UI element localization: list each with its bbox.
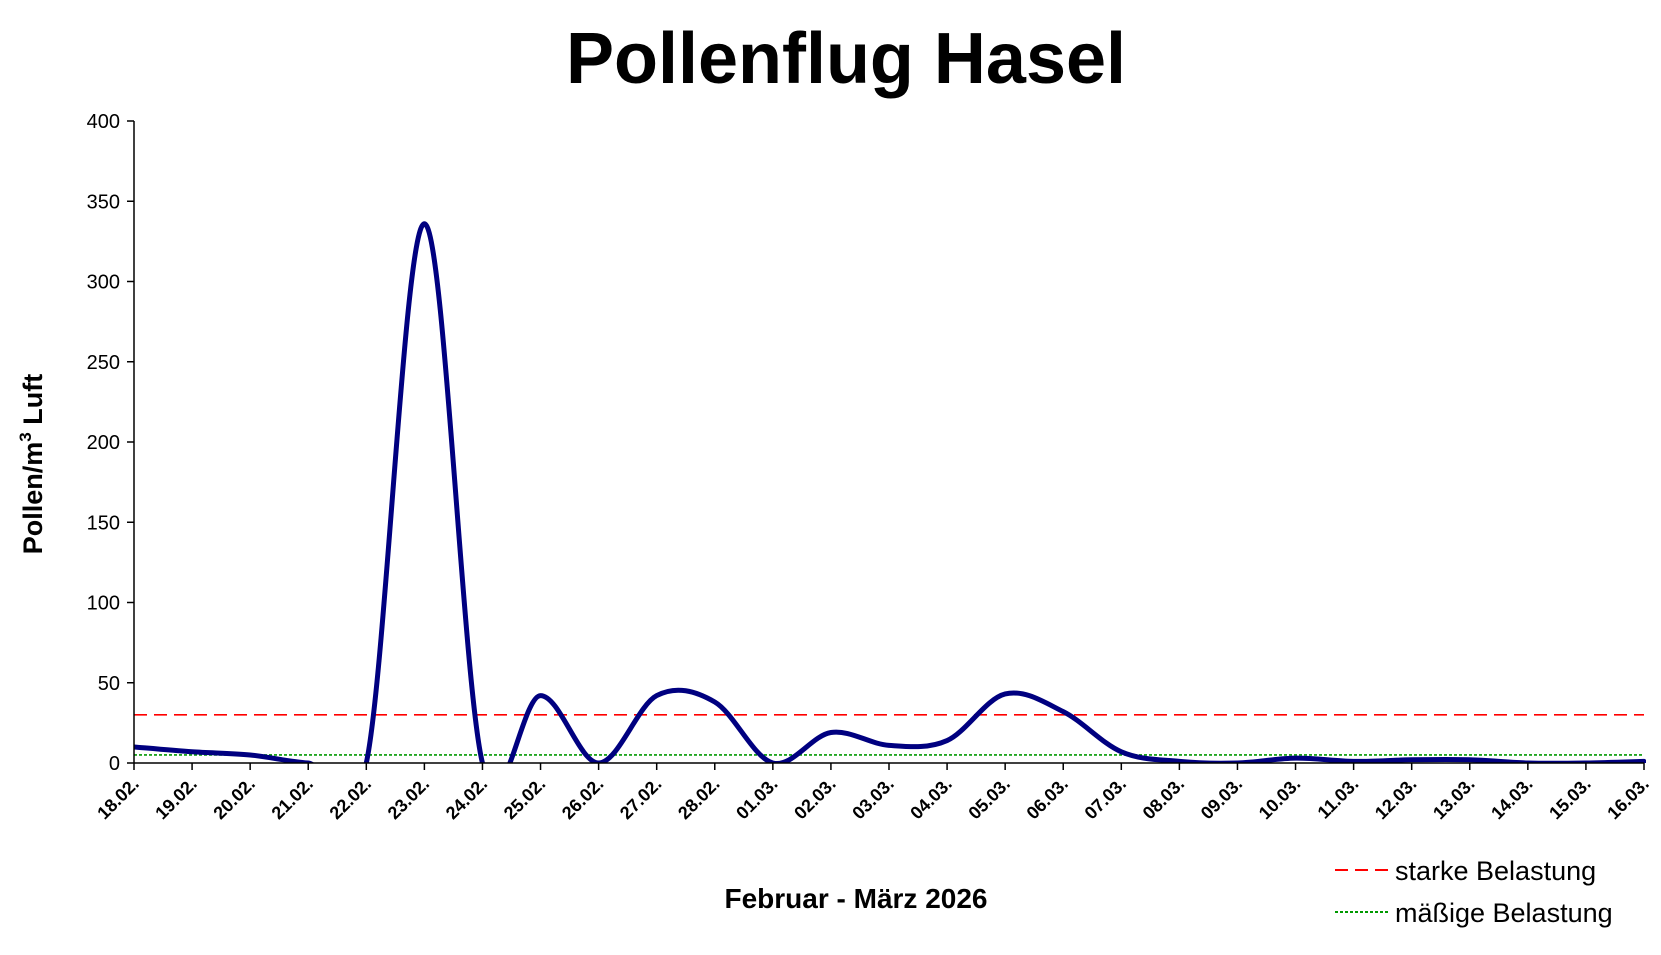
- y-tick-label: 50: [98, 673, 120, 695]
- legend-label-starke-belastung: starke Belastung: [1395, 856, 1596, 886]
- axes: [133, 121, 1644, 764]
- y-ticks: 0 50 100 150 200 250 300 350 400: [87, 111, 134, 775]
- x-tick-label: 08.03.: [1139, 774, 1189, 824]
- x-tick-label: 01.03.: [732, 774, 782, 824]
- x-tick-label: 25.02.: [500, 774, 550, 824]
- data-point: [538, 693, 543, 698]
- y-tick-label: 300: [87, 272, 120, 294]
- data-point: [422, 221, 427, 226]
- y-tick-label: 100: [87, 593, 120, 615]
- x-tick-label: 22.02.: [326, 774, 376, 824]
- data-point: [1293, 756, 1298, 761]
- x-tick-label: 15.03.: [1545, 774, 1595, 824]
- x-tick-label: 26.02.: [558, 774, 608, 824]
- data-point: [1642, 759, 1646, 763]
- data-point: [887, 743, 891, 748]
- y-tick-label: 0: [109, 753, 120, 775]
- x-tick-label: 10.03.: [1255, 774, 1305, 824]
- data-point: [712, 700, 717, 705]
- x-tick-label: 27.02.: [616, 774, 666, 824]
- x-tick-label: 23.02.: [384, 774, 434, 824]
- x-tick-label: 07.03.: [1081, 774, 1131, 824]
- x-tick-label: 02.03.: [790, 774, 840, 824]
- x-tick-label: 06.03.: [1023, 774, 1073, 824]
- data-point: [1003, 691, 1008, 696]
- data-point: [190, 749, 195, 754]
- y-axis-label-tail: Luft: [18, 374, 48, 432]
- data-point: [1119, 749, 1124, 754]
- legend: starke Belastung mäßige Belastung: [1335, 856, 1613, 928]
- data-point: [654, 693, 659, 698]
- data-point: [248, 752, 253, 757]
- x-tick-label: 09.03.: [1197, 774, 1247, 824]
- y-tick-label: 350: [87, 191, 120, 213]
- x-tick-label: 28.02.: [674, 774, 724, 824]
- legend-label-maessige-belastung: mäßige Belastung: [1395, 898, 1613, 928]
- x-tick-label: 05.03.: [964, 774, 1014, 824]
- y-axis-label-superscript: 3: [16, 432, 35, 441]
- x-tick-label: 03.03.: [848, 774, 898, 824]
- series-line: [134, 221, 1646, 763]
- data-point: [1351, 759, 1356, 763]
- y-tick-label: 250: [87, 352, 120, 374]
- x-ticks: 18.02. 19.02. 20.02. 21.02. 22.02. 23.02. 24.0…: [93, 763, 1653, 823]
- x-tick-label: 16.03.: [1603, 774, 1653, 824]
- y-tick-label: 400: [87, 111, 120, 133]
- y-axis-label: Pollen/m3 Luft: [16, 374, 48, 554]
- x-tick-label: 12.03.: [1371, 774, 1421, 824]
- data-point: [1467, 757, 1472, 762]
- x-tick-label: 21.02.: [268, 774, 318, 824]
- x-tick-label: 04.03.: [906, 774, 956, 824]
- x-axis-label: Februar - März 2026: [725, 883, 988, 914]
- x-tick-label: 18.02.: [93, 774, 143, 824]
- x-tick-label: 20.02.: [209, 774, 259, 824]
- y-tick-label: 150: [87, 512, 120, 534]
- series-layer: [134, 221, 1646, 763]
- data-point: [1177, 759, 1182, 763]
- x-tick-label: 14.03.: [1487, 774, 1537, 824]
- x-tick-label: 11.03.: [1314, 774, 1363, 823]
- x-tick-label: 24.02.: [442, 774, 492, 824]
- y-tick-label: 200: [87, 432, 120, 454]
- data-point: [828, 730, 833, 735]
- reference-lines: [134, 714, 1644, 756]
- chart-title: Pollenflug Hasel: [566, 19, 1126, 99]
- data-point: [945, 738, 950, 743]
- x-tick-label: 19.02.: [151, 774, 201, 824]
- data-point: [1409, 757, 1414, 762]
- data-point: [1061, 709, 1066, 714]
- x-tick-label: 13.03.: [1429, 774, 1479, 824]
